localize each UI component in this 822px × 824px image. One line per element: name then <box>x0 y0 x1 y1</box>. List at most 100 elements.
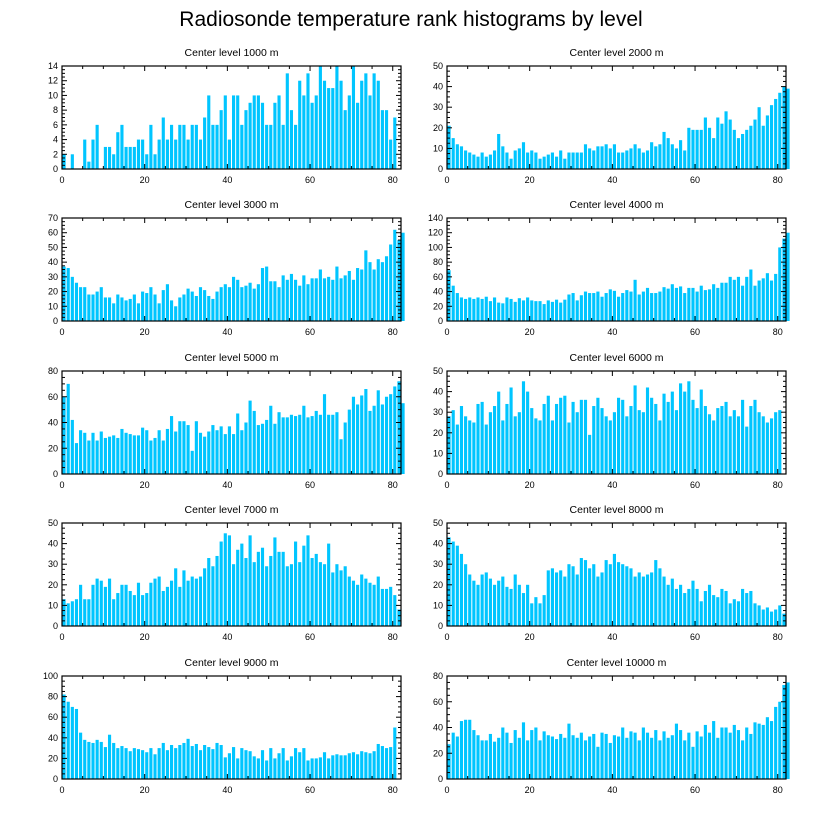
histogram-bar <box>464 719 468 779</box>
histogram-bar <box>476 297 480 321</box>
histogram-bar <box>141 291 145 321</box>
histogram-bar <box>728 416 732 474</box>
histogram-bar <box>488 578 492 626</box>
histogram-bar <box>567 294 571 321</box>
histogram-bar <box>347 409 351 474</box>
histogram-bar <box>252 756 256 779</box>
histogram-bar <box>666 138 670 169</box>
x-tick-label: 40 <box>222 632 232 642</box>
histogram-bar <box>356 584 360 626</box>
histogram-bar <box>567 723 571 779</box>
histogram-bar <box>464 150 468 169</box>
histogram-panel-10: Center level 10000 m 0 20 40 60 80 0 20 40 60 80 <box>405 654 798 806</box>
histogram-bar <box>600 296 604 321</box>
histogram-bar <box>372 584 376 626</box>
histogram-bar <box>629 406 633 474</box>
histogram-bar <box>724 282 728 321</box>
histogram-bar <box>480 574 484 626</box>
histogram-bar <box>765 717 769 779</box>
histogram-bar <box>66 383 70 474</box>
histogram-bar <box>583 291 588 321</box>
histogram-bar <box>563 737 567 779</box>
histogram-bar <box>769 611 774 626</box>
histogram-bar <box>472 730 476 779</box>
histogram-bar <box>674 148 679 169</box>
histogram-bar <box>116 294 120 321</box>
histogram-bar <box>621 293 625 321</box>
histogram-bar <box>132 294 136 321</box>
histogram-bar <box>596 291 600 321</box>
histogram-bar <box>703 724 707 779</box>
histogram-bar <box>310 558 314 626</box>
histogram-bar <box>720 588 724 626</box>
histogram-bar <box>654 293 658 321</box>
x-tick-label: 20 <box>140 175 150 185</box>
histogram-bar <box>592 293 596 321</box>
x-tick-label: 0 <box>59 632 64 642</box>
histogram-bar <box>468 574 472 626</box>
x-tick-label: 0 <box>59 480 64 490</box>
histogram-bar <box>749 269 753 321</box>
histogram-bar <box>314 95 318 169</box>
histogram-bar <box>256 95 260 169</box>
histogram-bar <box>360 80 364 169</box>
histogram-bar <box>550 420 554 474</box>
histogram-bar <box>612 144 616 169</box>
histogram-bar <box>393 727 397 779</box>
histogram-bar <box>513 730 517 779</box>
histogram-bar <box>103 146 107 169</box>
histogram-bar <box>215 291 219 321</box>
histogram-bar <box>384 256 389 321</box>
histogram-bar <box>298 562 302 626</box>
histogram-bar <box>459 406 464 474</box>
histogram-bar <box>318 562 322 626</box>
histogram-bar <box>683 150 687 169</box>
histogram-bar <box>720 282 724 321</box>
histogram-bar <box>269 281 273 321</box>
histogram-bar <box>488 301 492 321</box>
histogram-bar <box>534 152 538 169</box>
histogram-bar <box>207 95 211 169</box>
x-tick-label: 60 <box>305 327 315 337</box>
histogram-bar <box>612 412 616 474</box>
y-tick-label: 0 <box>438 164 443 174</box>
histogram-bar <box>289 110 294 169</box>
histogram-bar <box>236 549 240 626</box>
histogram-bar <box>83 739 87 779</box>
histogram-bar <box>625 737 629 779</box>
histogram-bar <box>517 584 521 626</box>
histogram-bar <box>488 154 492 169</box>
panel-title: Center level 4000 m <box>570 199 664 211</box>
histogram-bar <box>236 413 240 474</box>
histogram-bar <box>236 279 240 321</box>
histogram-svg: Center level 4000 m 0 20 40 60 80 100 120 140 0 20… <box>428 199 790 337</box>
histogram-bar <box>732 410 736 474</box>
histogram-bar <box>389 139 393 169</box>
histogram-bar <box>285 760 289 779</box>
histogram-bar <box>633 385 637 474</box>
x-tick-label: 80 <box>773 480 783 490</box>
histogram-bar <box>95 291 99 321</box>
histogram-bar <box>99 287 103 321</box>
histogram-bar <box>376 259 380 321</box>
histogram-bar <box>203 568 207 626</box>
histogram-bar <box>753 399 757 474</box>
histogram-bar <box>645 574 650 626</box>
histogram-bar <box>542 403 546 474</box>
histogram-bar <box>679 383 683 474</box>
histogram-svg: Center level 9000 m 0 20 40 60 80 100 0 20 40 60 80 <box>43 657 402 795</box>
x-tick-label: 60 <box>305 632 315 642</box>
histogram-bar <box>484 156 488 169</box>
histogram-bar <box>116 437 120 474</box>
histogram-bar <box>716 597 720 626</box>
histogram-bar <box>534 727 538 779</box>
histogram-bar <box>724 727 728 779</box>
histogram-bar <box>372 405 376 474</box>
histogram-bar <box>289 414 294 474</box>
histogram-bar <box>376 80 380 169</box>
histogram-bar <box>198 287 203 321</box>
histogram-bar <box>703 590 707 626</box>
histogram-bar <box>153 754 157 779</box>
histogram-bar <box>563 158 567 169</box>
histogram-bar <box>335 66 339 169</box>
